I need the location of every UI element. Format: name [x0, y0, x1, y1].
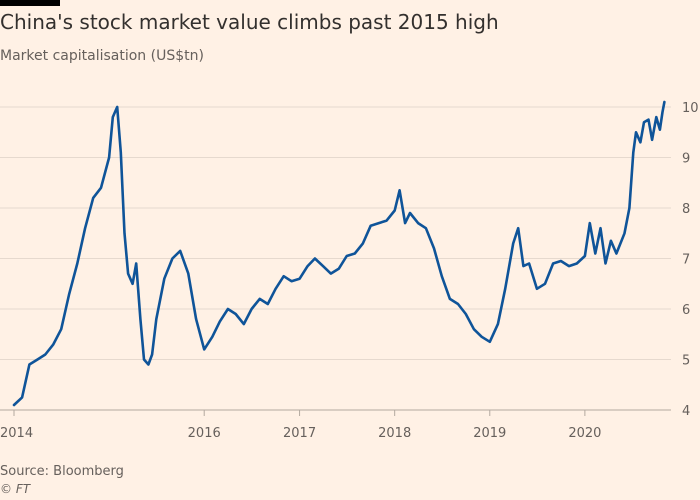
y-tick-label: 5: [682, 354, 690, 369]
source-note: Source: Bloomberg: [0, 464, 124, 479]
brand-accent-bar: [0, 0, 60, 6]
chart-subtitle: Market capitalisation (US$tn): [0, 48, 204, 64]
x-tick-label: 2017: [283, 426, 316, 441]
y-tick-label: 10: [682, 101, 699, 116]
y-axis-ticks: 4 5 6 7 8 9 10: [682, 101, 699, 419]
gridlines: [0, 106, 671, 411]
x-tick-label: 2019: [473, 426, 506, 441]
y-tick-label: 4: [682, 404, 690, 419]
x-tick-label: 2020: [568, 426, 601, 441]
y-tick-label: 6: [682, 303, 690, 318]
x-axis-ticks: 2014 2016 2017 2018 2019 2020: [0, 410, 601, 441]
y-tick-label: 8: [682, 202, 690, 217]
x-tick-label: 2014: [0, 426, 33, 441]
y-tick-label: 9: [682, 152, 690, 167]
x-tick-label: 2016: [188, 426, 221, 441]
x-tick-label: 2018: [378, 426, 411, 441]
chart-title: China's stock market value climbs past 2…: [0, 10, 499, 34]
ft-credit: © FT: [0, 482, 31, 496]
series-line-market-cap: [12, 100, 666, 407]
series-layer: [12, 100, 666, 407]
y-tick-label: 7: [682, 253, 690, 268]
